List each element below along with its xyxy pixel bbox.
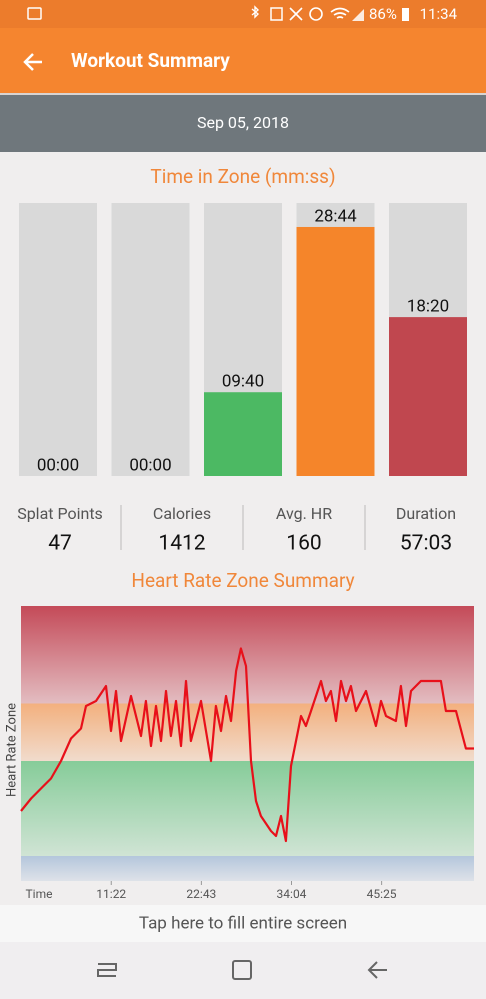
back-button[interactable] [23,53,42,71]
stat-label: Calories [153,504,211,523]
bar-label: 09:40 [222,372,264,392]
divider [0,93,486,95]
hr-chart-title: Heart Rate Zone Summary [131,569,354,592]
x-tick-label: 11:22 [96,887,126,901]
screen-title: Workout Summary [71,49,230,72]
bar [389,317,467,476]
stat-value: 47 [48,532,72,556]
date-bar [0,95,486,152]
mute-icon [289,7,303,21]
recent-apps-button[interactable] [97,963,117,977]
stat-value: 57:03 [400,532,452,556]
bluetooth-icon [251,5,260,19]
nfc-icon [270,7,283,21]
zone-band [21,856,474,881]
bar-track [19,203,97,476]
stat-value: 1412 [158,532,205,556]
bar-label: 00:00 [37,455,79,475]
clock: 11:34 [420,5,458,23]
nav-bar [0,942,486,999]
alarm-icon [309,7,323,21]
bar-track [111,203,190,476]
signal-icon [352,9,364,21]
bar [296,226,375,476]
x-axis-label: Time [26,887,53,901]
zone-band [21,761,474,856]
wifi-icon [330,7,350,19]
stat-value: 160 [286,532,321,556]
app-bar [0,28,486,93]
bar-label: 28:44 [314,206,357,226]
image-icon [27,7,42,20]
fill-screen-button[interactable] [0,905,486,942]
bar-label: 00:00 [129,455,171,475]
hr-line [20,647,474,843]
x-tick-label: 34:04 [277,887,307,901]
nav-back-button[interactable] [367,961,387,979]
x-tick-label: 45:25 [367,887,397,901]
bar [204,392,282,476]
x-tick-label: 22:43 [186,887,216,901]
fill-screen-text: Tap here to fill entire screen [139,913,347,933]
home-button[interactable] [232,960,252,980]
y-axis-label: Heart Rate Zone [4,703,19,797]
bar-label: 18:20 [407,297,449,317]
battery-icon [402,8,409,21]
zone-chart-title: Time in Zone (mm:ss) [150,165,335,188]
battery-text: 86% [369,5,397,23]
stat-label: Avg. HR [276,504,332,523]
stat-label: Splat Points [17,504,103,523]
status-bar [0,0,486,28]
stat-label: Duration [396,504,456,523]
date: Sep 05, 2018 [197,113,289,132]
